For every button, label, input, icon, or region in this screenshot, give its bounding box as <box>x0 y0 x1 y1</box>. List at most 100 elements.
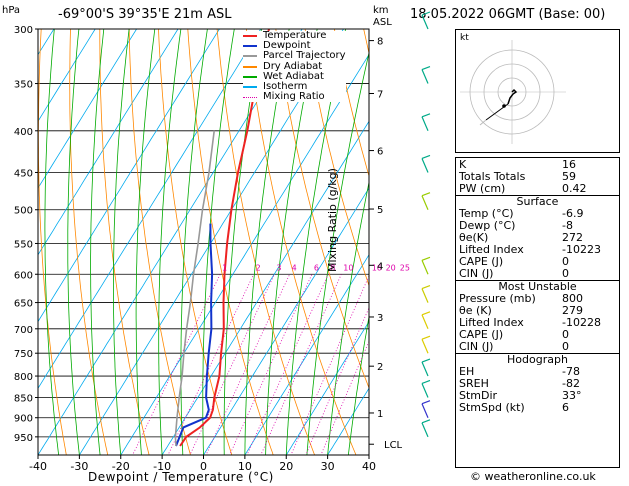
x-tick-label: -40 <box>29 460 47 473</box>
index-value: -82 <box>562 377 580 390</box>
x-tick-label: -20 <box>112 460 130 473</box>
section-title: Hodograph <box>456 353 619 366</box>
pressure-tick-label: 550 <box>14 239 33 250</box>
x-tick-label: 10 <box>238 460 252 473</box>
storm-motion-dot <box>502 104 506 108</box>
km-tick-label: 7 <box>377 90 383 101</box>
index-value: -78 <box>562 365 580 378</box>
wet-adiabat-line <box>347 314 369 455</box>
index-label: CAPE (J) <box>459 255 504 268</box>
isotherm-line <box>38 29 220 323</box>
legend-item: Dewpoint <box>243 41 346 51</box>
pressure-tick-label: 700 <box>14 325 33 336</box>
dry-adiabat-line <box>245 29 357 455</box>
index-label: K <box>459 158 467 171</box>
index-label: CAPE (J) <box>459 328 504 341</box>
index-value: 0.42 <box>562 182 587 195</box>
wind-barb <box>421 158 429 173</box>
wet-adiabat-line <box>113 29 130 455</box>
wind-barb-flag <box>421 379 431 385</box>
wind-barb-flag <box>421 113 431 118</box>
wind-barb <box>421 383 429 398</box>
index-label: Pressure (mb) <box>459 292 536 305</box>
km-tick-label: 1 <box>377 409 383 420</box>
legend-label: Parcel Trajectory <box>263 50 346 62</box>
dry-adiabat-line <box>304 29 369 287</box>
section-title: Most Unstable <box>456 280 619 293</box>
isotherm-line <box>38 29 303 455</box>
isotherm-line <box>38 29 179 256</box>
mixing-ratio-line <box>260 274 342 455</box>
index-value: -10228 <box>562 316 601 329</box>
index-label: SREH <box>459 377 489 390</box>
index-row: PW (cm) 0.42 <box>456 183 619 196</box>
index-value: 59 <box>562 170 576 183</box>
index-row: CIN (J) 0 <box>456 268 619 281</box>
index-label: StmSpd (kt) <box>459 401 525 414</box>
km-tick-label: 5 <box>377 205 383 216</box>
isotherm-line <box>203 187 369 455</box>
index-label: EH <box>459 365 475 378</box>
legend-swatch <box>243 75 257 78</box>
wet-adiabat-line <box>135 29 156 455</box>
wind-barb-flag <box>421 154 431 160</box>
mixing-ratio-label: 20 <box>386 263 396 272</box>
index-row: SREH -82 <box>456 378 619 390</box>
index-value: 800 <box>562 292 583 305</box>
legend-swatch <box>243 86 257 89</box>
location-title: -69°00'S 39°35'E 21m ASL <box>58 7 232 22</box>
dry-adiabat-line <box>38 29 67 455</box>
wind-barb <box>421 403 429 418</box>
mixing-ratio-label: 6 <box>314 263 319 272</box>
chart-legend: Temperature Dewpoint Parcel Trajectory Dry … <box>243 31 346 103</box>
index-label: StmDir <box>459 389 498 402</box>
wind-barb <box>421 422 429 438</box>
wind-barb-flag <box>421 335 431 340</box>
wet-adiabat-line <box>202 29 235 455</box>
km-tick-label: 4 <box>377 261 383 272</box>
datetime-title: 18.05.2022 06GMT (Base: 00) <box>410 7 606 22</box>
index-value: -6.9 <box>562 207 584 220</box>
index-row: CAPE (J) 0 <box>456 329 619 341</box>
mixing-ratio-label: 10 <box>343 263 353 272</box>
index-label: θe(K) <box>459 231 489 244</box>
index-label: PW (cm) <box>459 182 506 195</box>
dry-adiabat-line <box>216 29 316 455</box>
index-value: 272 <box>562 231 583 244</box>
km-tick-label: 3 <box>377 313 383 324</box>
km-tick-label: 2 <box>377 362 383 373</box>
wet-adiabat-line <box>67 29 80 455</box>
legend-label: Dewpoint <box>263 40 311 52</box>
mixing-ratio-label: 25 <box>400 263 410 272</box>
dry-adiabat-line <box>99 29 150 455</box>
x-axis-title: Dewpoint / Temperature (°C) <box>88 470 274 484</box>
legend-item: Dry Adiabat <box>243 61 346 72</box>
asl-unit-label: ASL <box>373 17 392 28</box>
index-row: Lifted Index -10223 <box>456 244 619 256</box>
index-value: -10223 <box>562 243 601 256</box>
wind-barb <box>421 260 429 275</box>
mixing-ratio-line <box>229 274 313 455</box>
legend-item: Wet Adiabat <box>243 71 346 82</box>
pressure-tick-label: 350 <box>14 80 33 91</box>
mixing-ratio-axis-title: Mixing Ratio (g/kg) <box>326 168 339 272</box>
pressure-tick-label: 800 <box>14 372 33 383</box>
mixing-ratio-label: 2 <box>256 263 261 272</box>
isotherm-line <box>38 29 55 56</box>
wet-adiabat-line <box>327 180 369 455</box>
series-temperature-line <box>179 29 270 447</box>
dry-adiabat-line <box>158 29 233 455</box>
wind-barb <box>421 338 429 354</box>
index-value: 33° <box>562 389 582 402</box>
x-tick-label: 30 <box>321 460 335 473</box>
pressure-tick-label: 600 <box>14 270 33 281</box>
section-title: Surface <box>456 195 619 208</box>
index-row: StmSpd (kt) 6 <box>456 402 619 414</box>
x-tick-label: -10 <box>153 460 171 473</box>
mixing-ratio-label: 16 <box>372 263 382 272</box>
x-tick-label: 0 <box>200 460 207 473</box>
legend-swatch <box>243 65 257 68</box>
index-label: Dewp (°C) <box>459 219 516 232</box>
legend-label: Isotherm <box>263 81 308 93</box>
lcl-label: LCL <box>384 440 403 451</box>
